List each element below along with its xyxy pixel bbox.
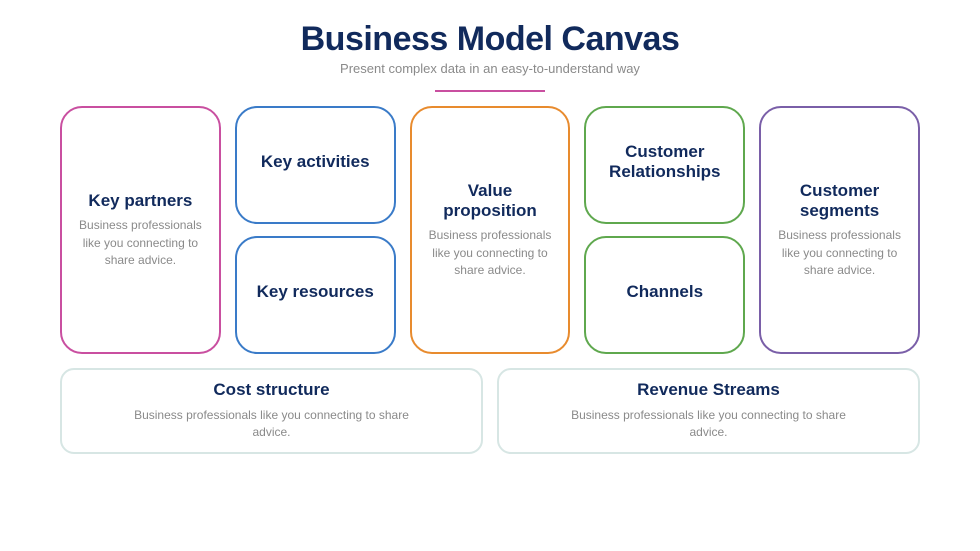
block-title: Value proposition <box>426 181 555 222</box>
page-title: Business Model Canvas <box>60 20 920 59</box>
block-key-activities: Key activities <box>235 106 396 224</box>
header: Business Model Canvas Present complex da… <box>60 20 920 92</box>
block-channels: Channels <box>584 236 745 354</box>
col-customer-relationships-channels: Customer Relationships Channels <box>584 106 745 354</box>
block-key-resources: Key resources <box>235 236 396 354</box>
block-body: Business professionals like you connecti… <box>76 217 205 269</box>
col-key-partners: Key partners Business professionals like… <box>60 106 221 354</box>
col-value-proposition: Value proposition Business professionals… <box>410 106 571 354</box>
canvas-page: Business Model Canvas Present complex da… <box>0 0 980 551</box>
block-revenue-streams: Revenue Streams Business professionals l… <box>497 368 920 454</box>
block-cost-structure: Cost structure Business professionals li… <box>60 368 483 454</box>
block-body: Business professionals like you connecti… <box>569 407 849 442</box>
block-title: Channels <box>627 282 704 302</box>
block-title: Customer segments <box>775 181 904 222</box>
block-customer-segments: Customer segments Business professionals… <box>759 106 920 354</box>
canvas-bottom-row: Cost structure Business professionals li… <box>60 368 920 454</box>
block-body: Business professionals like you connecti… <box>775 227 904 279</box>
block-title: Customer Relationships <box>600 142 729 183</box>
business-model-canvas: Key partners Business professionals like… <box>60 106 920 521</box>
block-title: Key activities <box>261 152 370 172</box>
block-title: Cost structure <box>213 380 329 400</box>
title-underline <box>435 90 545 92</box>
block-title: Key resources <box>257 282 374 302</box>
page-subtitle: Present complex data in an easy-to-under… <box>60 61 920 76</box>
block-body: Business professionals like you connecti… <box>132 407 412 442</box>
canvas-top-row: Key partners Business professionals like… <box>60 106 920 354</box>
col-key-activities-resources: Key activities Key resources <box>235 106 396 354</box>
block-customer-relationships: Customer Relationships <box>584 106 745 224</box>
col-customer-segments: Customer segments Business professionals… <box>759 106 920 354</box>
block-title: Key partners <box>88 191 192 211</box>
block-body: Business professionals like you connecti… <box>426 227 555 279</box>
block-title: Revenue Streams <box>637 380 780 400</box>
block-value-proposition: Value proposition Business professionals… <box>410 106 571 354</box>
block-key-partners: Key partners Business professionals like… <box>60 106 221 354</box>
